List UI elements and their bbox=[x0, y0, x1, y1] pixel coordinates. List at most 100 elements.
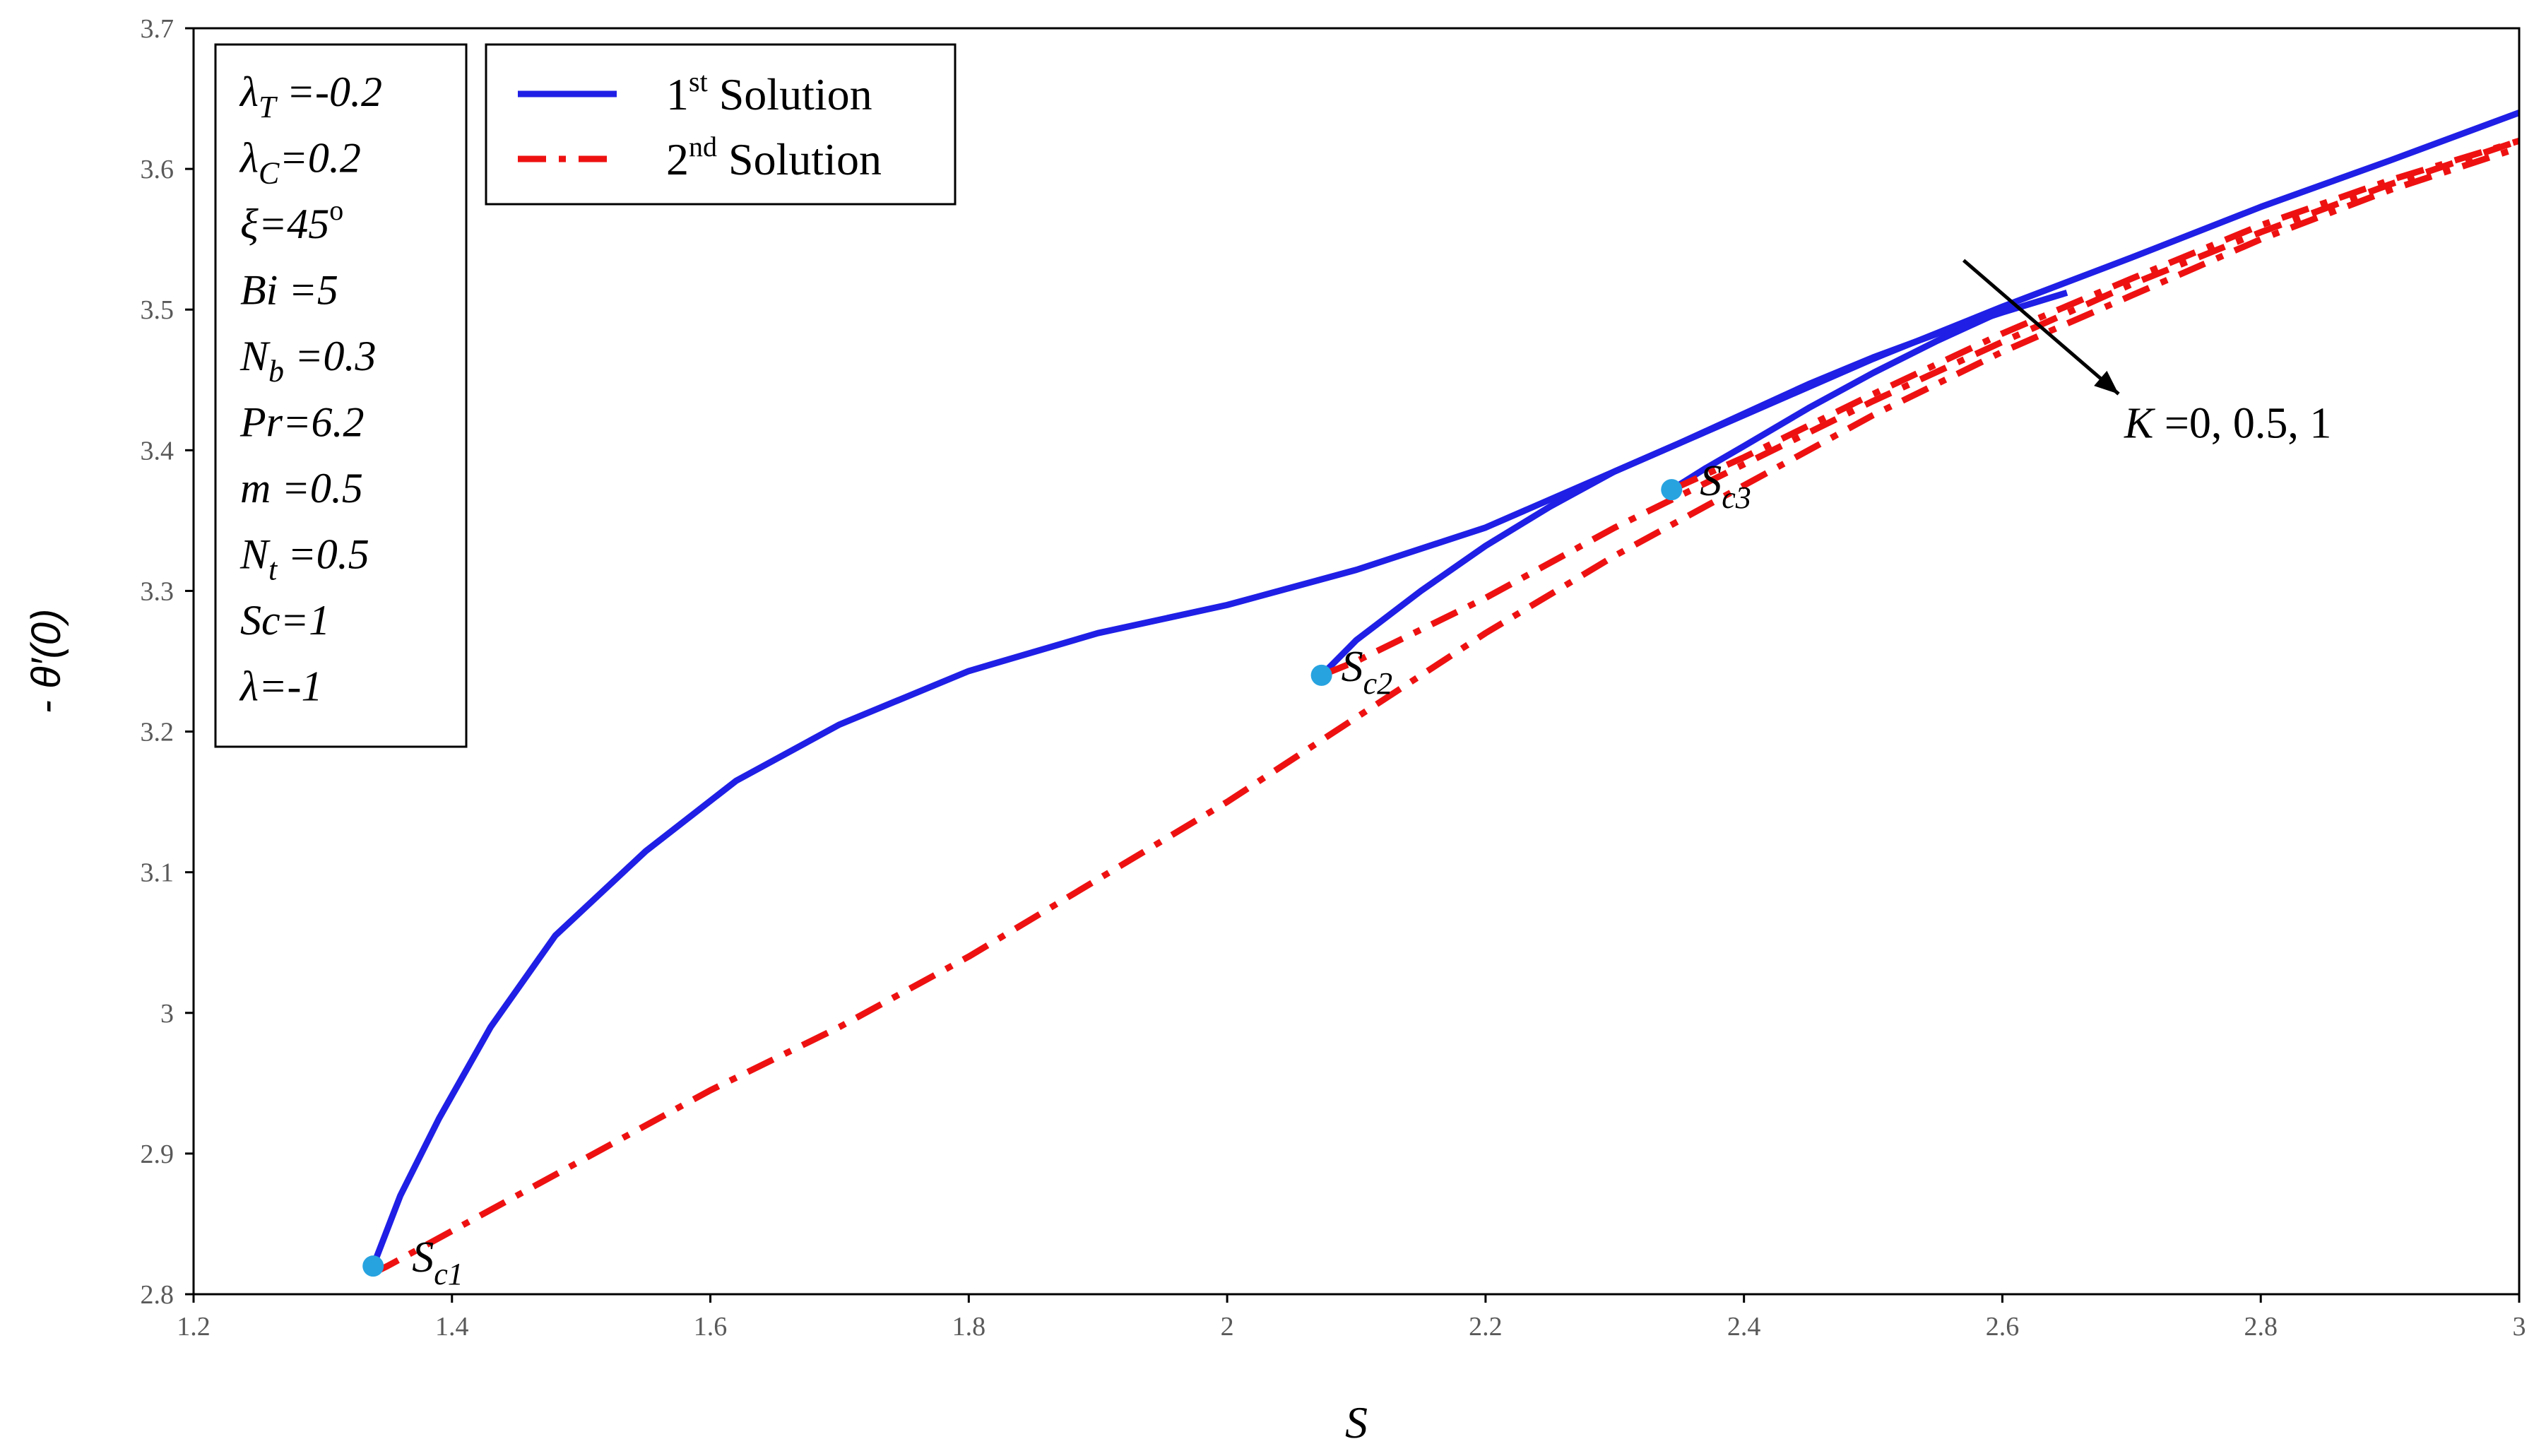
parameter-superscript: o bbox=[329, 194, 343, 226]
parameter-line: ξ=45o bbox=[240, 194, 343, 247]
x-tick-label: 2.4 bbox=[1727, 1312, 1761, 1342]
parameter-value: =5 bbox=[278, 267, 338, 314]
legend-label-base: 2 bbox=[666, 134, 689, 184]
parameter-value: =45 bbox=[259, 201, 330, 247]
legend-label-text: Solution bbox=[708, 69, 872, 119]
parameter-symbol: N bbox=[239, 531, 271, 578]
parameter-symbol: λ bbox=[239, 135, 259, 182]
parameter-value: =0.2 bbox=[279, 135, 361, 182]
parameter-box-frame bbox=[214, 43, 468, 748]
parameter-symbol: ξ bbox=[240, 201, 259, 247]
parameter-value: =-0.2 bbox=[276, 69, 381, 115]
series-line-2nd-solution-k05 bbox=[1320, 138, 2521, 679]
series-layer bbox=[370, 110, 2521, 1277]
parameter-value: =6.2 bbox=[283, 399, 365, 446]
x-tick-label: 2 bbox=[1221, 1312, 1234, 1342]
parameter-line: Sc=1 bbox=[240, 597, 330, 644]
legend-label-base: 1 bbox=[666, 69, 689, 119]
parameter-symbol: N bbox=[239, 333, 271, 379]
y-tick-label: 2.8 bbox=[141, 1280, 174, 1310]
y-axis-label: - θ′(0) bbox=[23, 609, 69, 714]
k-arrow-label-values: =0, 0.5, 1 bbox=[2153, 400, 2331, 448]
parameter-subscript: C bbox=[259, 156, 280, 191]
parameter-symbol: m bbox=[240, 465, 271, 511]
legend-label: 2nd Solution bbox=[666, 131, 882, 184]
series-line-1st-solution-k0 bbox=[370, 110, 2521, 1267]
parameter-line: Nt =0.5 bbox=[239, 531, 369, 587]
parameter-line: Bi =5 bbox=[240, 267, 338, 314]
parameter-subscript: T bbox=[259, 90, 278, 124]
critical-point-subscript: c2 bbox=[1363, 666, 1393, 701]
critical-point-label: Sc1 bbox=[412, 1233, 463, 1291]
x-tick-label: 1.8 bbox=[952, 1312, 986, 1342]
critical-point-marker bbox=[362, 1255, 384, 1277]
series-line-2nd-solution-k1 bbox=[1670, 137, 2521, 493]
k-arrow-head bbox=[2094, 370, 2119, 394]
y-tick-label: 2.9 bbox=[141, 1140, 174, 1169]
legend-frame bbox=[485, 43, 957, 206]
k-arrow-shaft bbox=[1962, 259, 2120, 396]
parameter-line: m =0.5 bbox=[240, 465, 363, 511]
legend-label-superscript: nd bbox=[689, 131, 717, 162]
y-tick-label: 3.5 bbox=[141, 295, 174, 325]
parameter-line: Pr=6.2 bbox=[239, 399, 365, 446]
y-tick-label: 3.2 bbox=[141, 718, 174, 747]
x-axis-label: S bbox=[1345, 1397, 1368, 1448]
legend-label-superscript: st bbox=[689, 66, 708, 97]
y-tick-label: 3.7 bbox=[141, 14, 174, 44]
parameter-subscript: t bbox=[268, 552, 278, 587]
legend-label-text: Solution bbox=[717, 134, 882, 184]
critical-point-symbol: S bbox=[412, 1233, 434, 1282]
y-tick-label: 3.4 bbox=[141, 436, 174, 466]
critical-point-subscript: c3 bbox=[1722, 480, 1751, 515]
k-arrow-label: K =0, 0.5, 1 bbox=[2124, 400, 2331, 448]
parameter-value: =1 bbox=[280, 597, 331, 644]
parameter-line: λT =-0.2 bbox=[239, 69, 382, 124]
parameter-subscript: b bbox=[268, 354, 284, 389]
parameter-symbol: λ bbox=[239, 663, 259, 710]
parameter-line: λ=-1 bbox=[239, 663, 322, 710]
parameter-symbol: Bi bbox=[240, 267, 278, 314]
series-line-1st-solution-k05 bbox=[1319, 289, 2068, 678]
x-tick-label: 2.2 bbox=[1469, 1312, 1503, 1342]
x-tick-label: 1.4 bbox=[435, 1312, 469, 1342]
parameter-value: =-1 bbox=[259, 663, 322, 710]
legend-label: 1st Solution bbox=[666, 66, 872, 119]
k-arrow-label-symbol: K bbox=[2124, 400, 2156, 448]
critical-point-label: Sc2 bbox=[1342, 643, 1393, 701]
series-line-2nd-solution-k0 bbox=[372, 144, 2521, 1277]
y-tick-label: 3 bbox=[160, 999, 174, 1029]
x-tick-label: 1.6 bbox=[694, 1312, 728, 1342]
parameter-symbol: Pr bbox=[239, 399, 283, 446]
y-tick-label: 3.1 bbox=[141, 858, 174, 888]
critical-point-symbol: S bbox=[1342, 643, 1363, 691]
x-tick-label: 3 bbox=[2513, 1312, 2526, 1342]
critical-point-subscript: c1 bbox=[434, 1257, 463, 1291]
x-axis: 1.2 1.4 1.6 1.8 2 2.2 2.4 2.6 2.8 3 bbox=[177, 1294, 2526, 1342]
k-arrow-annotation: K =0, 0.5, 1 bbox=[1962, 259, 2331, 448]
parameter-line: Nb =0.3 bbox=[239, 333, 377, 389]
parameter-line: λC=0.2 bbox=[239, 135, 361, 191]
parameter-value: =0.5 bbox=[271, 465, 363, 511]
x-tick-label: 1.2 bbox=[177, 1312, 211, 1342]
plot-area-frame bbox=[192, 27, 2521, 1296]
parameter-value: =0.3 bbox=[284, 333, 377, 379]
y-axis: 2.8 2.9 3 3.1 3.2 3.3 3.4 3.5 3.6 3.7 bbox=[141, 14, 194, 1310]
critical-point-label: Sc3 bbox=[1700, 457, 1751, 515]
y-tick-label: 3.6 bbox=[141, 155, 174, 184]
x-tick-label: 2.8 bbox=[2244, 1312, 2278, 1342]
parameter-value: =0.5 bbox=[277, 531, 369, 578]
series-line-1st-solution-k1 bbox=[1669, 308, 2004, 492]
x-tick-label: 2.6 bbox=[1986, 1312, 2020, 1342]
critical-point-marker bbox=[1661, 479, 1683, 501]
y-tick-label: 3.3 bbox=[141, 576, 174, 606]
parameter-symbol: λ bbox=[239, 69, 259, 115]
critical-point-symbol: S bbox=[1700, 457, 1722, 505]
critical-point-marker bbox=[1310, 664, 1332, 686]
parameter-symbol: Sc bbox=[240, 597, 280, 644]
